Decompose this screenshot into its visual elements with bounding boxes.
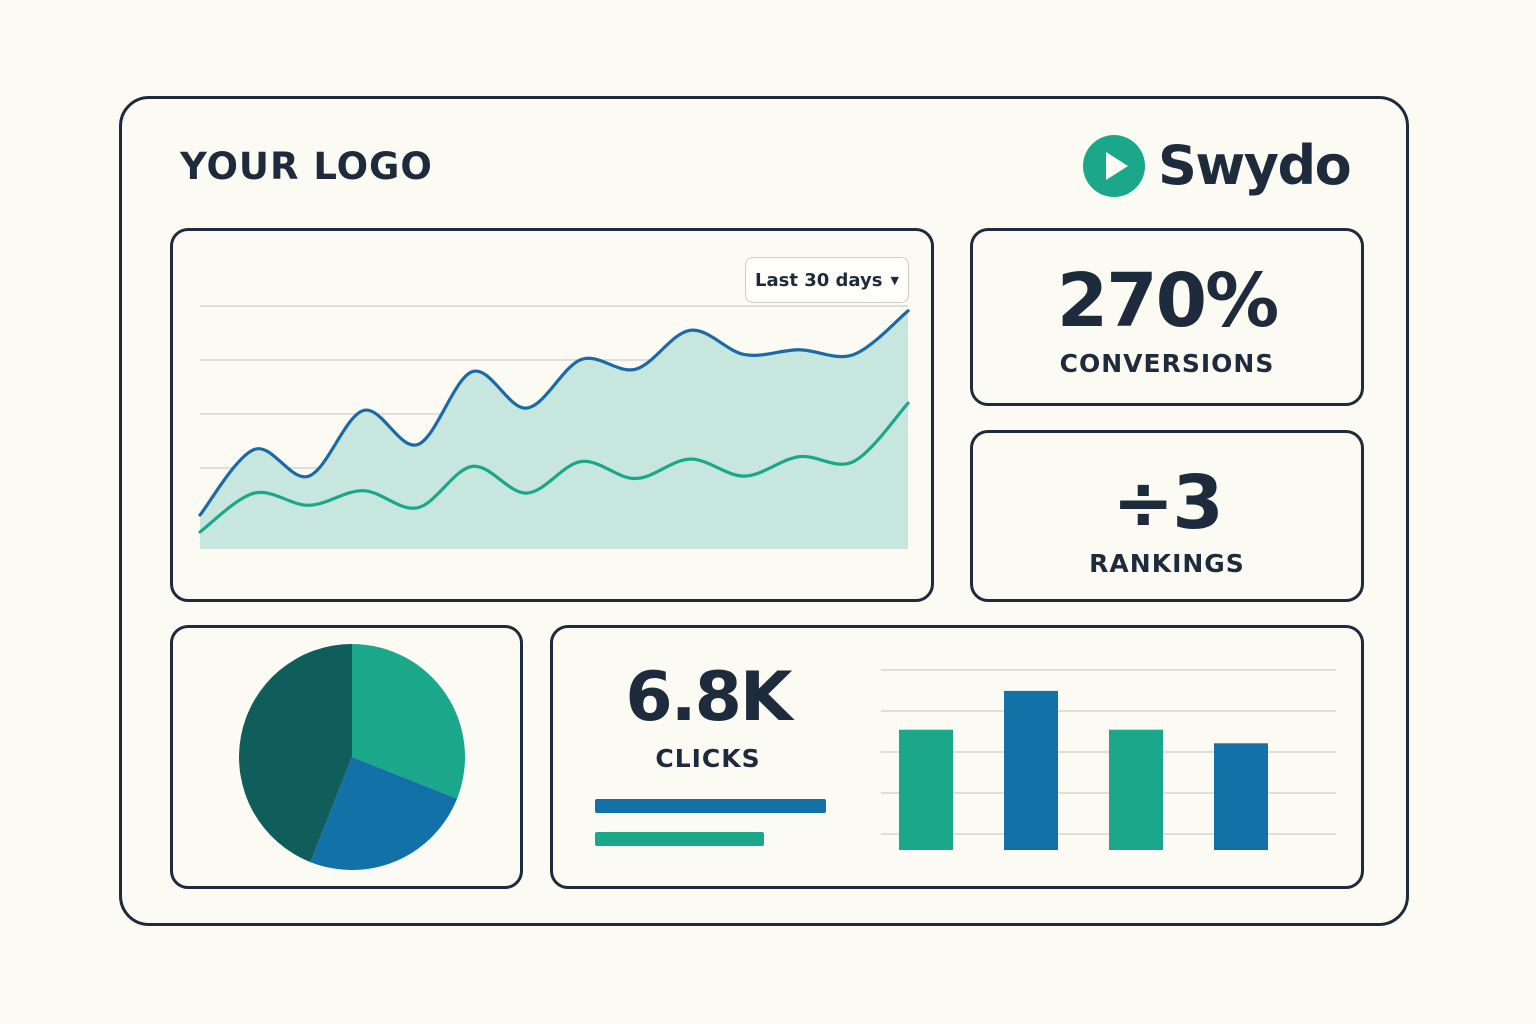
traffic-trend-card: Last 30 days ▼: [170, 228, 934, 602]
pie-chart-card: [170, 625, 523, 889]
play-circle-icon: [1083, 135, 1145, 197]
clicks-value: 6.8K: [625, 658, 792, 737]
brand-logo: Swydo: [1082, 133, 1352, 199]
date-range-label: Last 30 days: [755, 269, 883, 291]
clicks-progress-bar-1: [595, 799, 826, 813]
pie-slice-2: [310, 757, 458, 870]
bar-1: [899, 729, 953, 850]
rankings-value: ÷3: [1112, 460, 1224, 546]
bar-3: [1109, 729, 1163, 850]
rankings-card: ÷3 RANKINGS: [970, 430, 1364, 602]
area-fill: [200, 310, 908, 549]
brand-name: Swydo: [1158, 134, 1352, 197]
clicks-progress-bar-2: [595, 832, 826, 846]
progress-fill-1: [595, 799, 826, 813]
pie-slice-3: [239, 644, 352, 863]
series-line-1: [198, 309, 910, 517]
progress-fill-2: [595, 832, 764, 846]
clicks-label: CLICKS: [655, 744, 761, 773]
conversions-label: CONVERSIONS: [1059, 349, 1275, 378]
trend-area-chart: [198, 305, 910, 549]
conversions-card: 270% CONVERSIONS: [970, 228, 1364, 406]
conversions-value: 270%: [1056, 258, 1280, 344]
rankings-label: RANKINGS: [1089, 549, 1245, 578]
share-pie-chart: [239, 644, 465, 870]
date-range-dropdown[interactable]: Last 30 days ▼: [745, 257, 909, 303]
logo-placeholder: YOUR LOGO: [180, 145, 433, 188]
bar-2: [1004, 690, 1058, 850]
pie-slice-1: [352, 644, 465, 799]
caret-down-icon: ▼: [890, 273, 899, 287]
bar-4: [1214, 743, 1268, 850]
series-line-2: [198, 401, 910, 534]
clicks-card: 6.8K CLICKS: [550, 625, 1364, 889]
clicks-bar-chart: [881, 669, 1336, 850]
